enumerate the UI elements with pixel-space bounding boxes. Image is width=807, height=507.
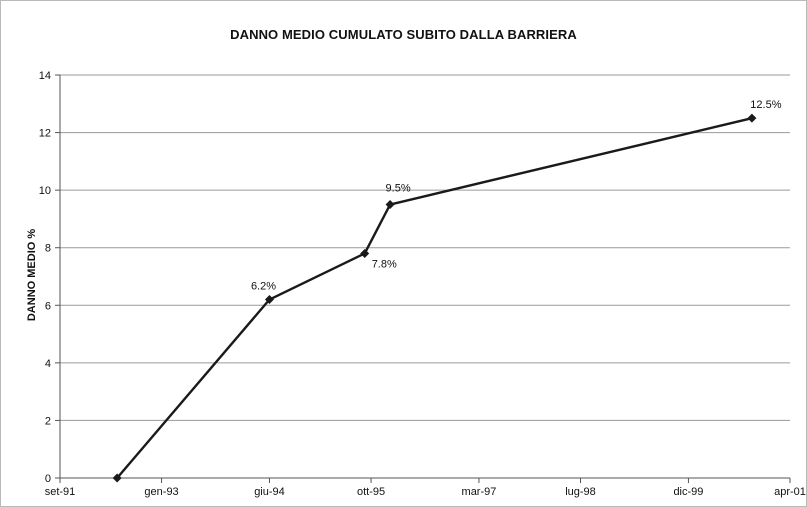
x-tick-label: giu-94 <box>254 486 285 498</box>
series-line <box>116 117 753 479</box>
data-label: 9.5% <box>386 183 411 195</box>
tick-labels: 0 2 4 6 8 10 12 14 set-91 gen-93 giu-94 ott-95 mar-9… <box>39 70 806 498</box>
data-point-marker <box>264 295 274 305</box>
data-point-marker <box>747 113 757 123</box>
data-label: 7.8% <box>372 258 397 270</box>
x-tick-label: lug-98 <box>565 486 596 498</box>
y-tick-label: 6 <box>45 300 51 312</box>
chart-title: DANNO MEDIO CUMULATO SUBITO DALLA BARRIE… <box>230 27 577 42</box>
y-tick-label: 12 <box>39 128 51 140</box>
data-point-marker <box>385 200 395 210</box>
data-series <box>112 113 757 483</box>
axes <box>55 74 791 483</box>
x-tick-label: gen-93 <box>144 486 178 498</box>
x-tick-label: mar-97 <box>462 486 497 498</box>
y-tick-label: 8 <box>45 243 51 255</box>
data-labels: 6.2% 7.8% 9.5% 12.5% <box>251 99 782 292</box>
y-tick-label: 2 <box>45 415 51 427</box>
data-point-marker <box>360 248 370 258</box>
x-tick-label: ott-95 <box>357 486 385 498</box>
grid-lines <box>60 74 790 421</box>
y-tick-label: 4 <box>45 358 51 370</box>
y-tick-label: 0 <box>45 473 51 485</box>
x-tick-label: dic-99 <box>673 486 703 498</box>
data-label: 12.5% <box>750 99 781 111</box>
x-tick-label: set-91 <box>45 486 76 498</box>
data-point-marker <box>112 473 122 483</box>
y-tick-label: 10 <box>39 185 51 197</box>
data-label: 6.2% <box>251 281 276 293</box>
y-tick-label: 14 <box>39 70 51 82</box>
x-tick-label: apr-01 <box>774 486 806 498</box>
